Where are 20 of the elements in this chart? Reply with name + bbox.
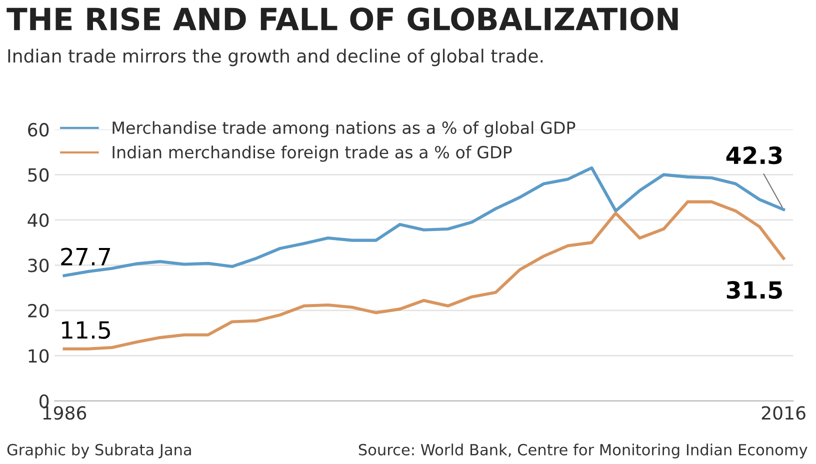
data-label: 11.5 <box>62 321 110 339</box>
y-tick-label: 30 <box>28 258 49 272</box>
x-tick-label: 1986 <box>43 406 86 420</box>
chart-title: THE RISE AND FALL OF GLOBALIZATION <box>6 8 678 31</box>
y-tick-label: 60 <box>28 122 49 137</box>
x-tick-label: 2016 <box>762 406 806 420</box>
text: Graphic by Subrata Jana <box>7 444 191 458</box>
y-tick-label: 10 <box>28 349 49 363</box>
line-series <box>62 200 786 350</box>
data-label: 27.7 <box>61 248 110 266</box>
y-tick-label: 20 <box>28 304 49 318</box>
chart-subtitle: Indian trade mirrors the growth and decline of global trade. <box>8 48 543 66</box>
legend-label: Merchandise trade among nations as a % of global GDP <box>112 121 576 138</box>
data-label: 31.5 <box>726 281 782 299</box>
y-tick-label: 40 <box>28 213 49 228</box>
source-note: Source: World Bank, Centre for Monitoring Indian Economy <box>358 444 808 458</box>
data-label: 42.3 <box>726 146 782 164</box>
y-tick-label: 50 <box>28 168 49 182</box>
line-series <box>62 166 786 278</box>
legend-label: Indian merchandise foreign trade as a % of GDP <box>112 146 512 162</box>
